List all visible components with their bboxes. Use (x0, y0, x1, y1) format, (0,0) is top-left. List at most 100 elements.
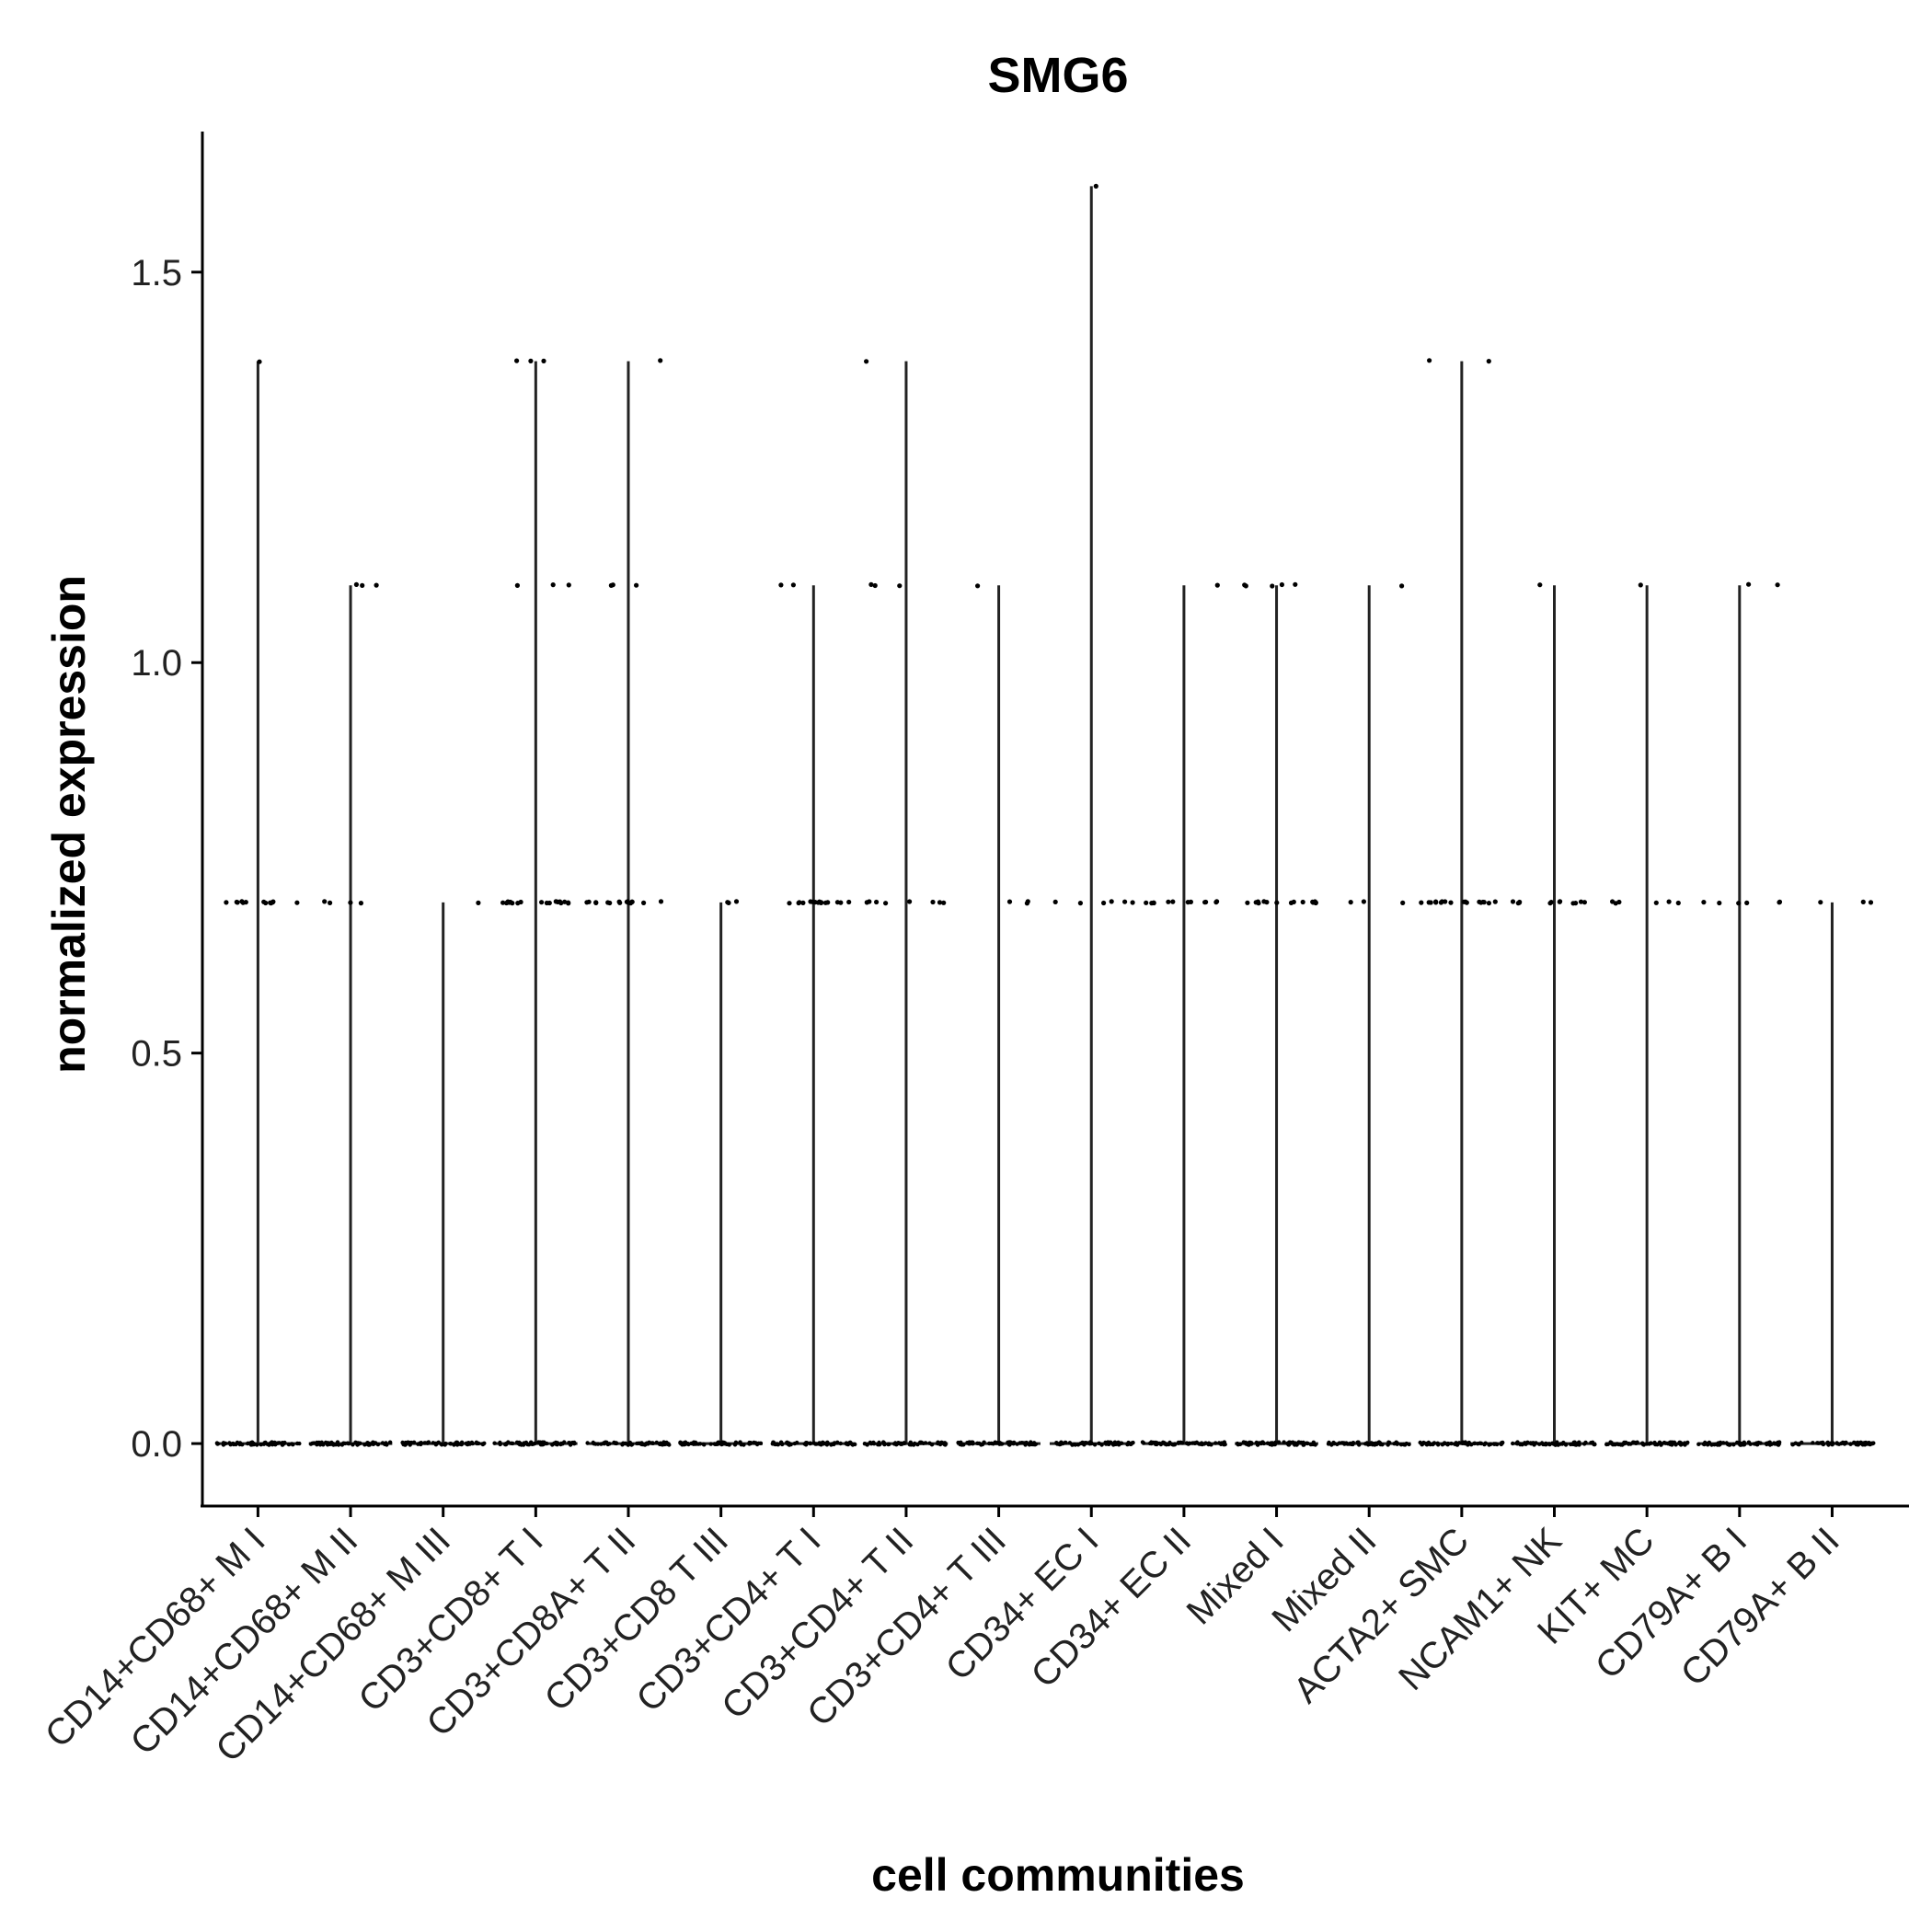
data-point (883, 901, 889, 906)
data-point (585, 1441, 590, 1445)
data-point (638, 1441, 642, 1446)
data-point (1288, 900, 1294, 906)
violin-group (1140, 582, 1227, 1447)
data-point (629, 1443, 634, 1447)
data-point (1157, 1441, 1162, 1446)
data-point (1501, 1440, 1505, 1445)
data-point (1419, 900, 1424, 905)
data-point (1029, 1442, 1034, 1447)
data-point (387, 1440, 393, 1444)
data-point (1459, 1441, 1465, 1445)
data-point (1149, 901, 1155, 906)
data-point (466, 1441, 471, 1445)
data-point (1282, 1440, 1286, 1444)
data-point (1748, 1442, 1753, 1446)
data-point (621, 1441, 626, 1445)
data-point (448, 1442, 454, 1446)
data-point (591, 1440, 595, 1445)
data-point (975, 583, 981, 589)
violin-group (308, 581, 393, 1447)
data-point (1077, 901, 1083, 906)
data-point (370, 1441, 375, 1445)
data-point (1811, 1441, 1815, 1445)
data-point (1821, 1440, 1825, 1445)
data-point (881, 1441, 887, 1445)
data-point (1216, 1441, 1222, 1445)
data-point (907, 899, 913, 904)
data-point (1270, 583, 1275, 589)
data-point (356, 1442, 362, 1446)
data-point (715, 1442, 719, 1447)
data-point (1151, 1440, 1156, 1445)
data-point (1433, 899, 1439, 904)
data-point (845, 1442, 850, 1447)
data-point (1260, 1440, 1265, 1444)
data-point (1610, 899, 1616, 904)
data-point (1463, 1441, 1467, 1446)
data-point (538, 1440, 543, 1444)
data-point (247, 1441, 253, 1446)
x-axis-title: cell communities (871, 1849, 1245, 1901)
data-point (455, 1441, 461, 1446)
data-point (937, 1442, 943, 1447)
data-point (1024, 1441, 1029, 1445)
data-point (234, 899, 239, 905)
data-point (1647, 1442, 1651, 1446)
data-point (1544, 1443, 1548, 1447)
data-point (1548, 900, 1554, 905)
data-point (365, 1441, 370, 1445)
data-point (1401, 1442, 1406, 1447)
data-point (1746, 581, 1752, 587)
data-point (1052, 899, 1058, 905)
data-point (514, 358, 520, 363)
data-point (1477, 899, 1482, 904)
data-point (375, 1442, 381, 1447)
data-point (1109, 899, 1114, 904)
data-point (224, 900, 229, 905)
data-point (419, 1442, 423, 1447)
violin-group (1418, 358, 1505, 1447)
data-point (214, 1441, 220, 1445)
data-point (1192, 1441, 1198, 1446)
data-point (358, 901, 363, 906)
data-point (1438, 900, 1443, 905)
data-point (1269, 1441, 1273, 1445)
data-point (654, 1440, 659, 1445)
data-point (1214, 899, 1220, 904)
data-point (348, 900, 353, 905)
data-point (1830, 1441, 1835, 1445)
data-point (1104, 1442, 1109, 1446)
violin-group (770, 582, 857, 1447)
data-point (240, 1443, 245, 1447)
data-point (553, 1440, 558, 1445)
data-point (1185, 900, 1190, 905)
data-point (1300, 899, 1305, 905)
data-point (635, 1441, 639, 1446)
data-point (353, 581, 359, 588)
data-point (1011, 1442, 1016, 1446)
data-point (328, 900, 333, 906)
data-point (1578, 899, 1584, 904)
data-point (1640, 1441, 1645, 1445)
data-point (1848, 1442, 1853, 1446)
data-point (546, 900, 552, 906)
data-point (913, 1441, 917, 1446)
data-point (1246, 1441, 1250, 1446)
data-point (319, 1440, 324, 1445)
data-point (862, 1442, 868, 1446)
data-point (1560, 1442, 1565, 1446)
data-point (753, 1441, 758, 1445)
data-point (1305, 1441, 1309, 1445)
data-point (1701, 900, 1707, 905)
data-point (1327, 1440, 1331, 1445)
data-point (374, 582, 379, 588)
data-point (1131, 1440, 1135, 1445)
data-point (474, 1440, 479, 1445)
data-point (1418, 1440, 1422, 1445)
data-point (482, 1441, 487, 1446)
data-point (234, 1442, 238, 1447)
data-point (1166, 899, 1171, 904)
data-point (770, 1442, 775, 1446)
data-point (1738, 1443, 1742, 1447)
data-point (270, 1443, 275, 1447)
